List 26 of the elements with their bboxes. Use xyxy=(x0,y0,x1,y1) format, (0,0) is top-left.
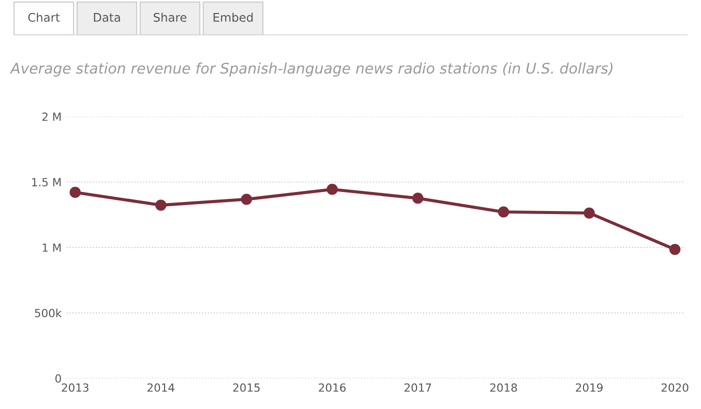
x-tick-label: 2018 xyxy=(490,383,517,392)
point xyxy=(155,200,166,211)
x-tick-label: 2015 xyxy=(233,383,260,392)
point xyxy=(412,192,424,204)
x-tick-label: 2016 xyxy=(318,383,346,392)
point xyxy=(498,206,510,218)
y-tick-label: 0 xyxy=(55,374,61,383)
y-tick-label: 500k xyxy=(34,308,62,318)
text: Embed xyxy=(214,12,253,22)
y-tick-label: 2 M xyxy=(42,112,61,121)
x-tick-label: 2020 xyxy=(662,383,688,392)
point xyxy=(326,184,338,195)
text: Chart xyxy=(28,12,60,22)
point xyxy=(584,207,595,219)
text: Data xyxy=(94,13,120,22)
x-tick-label: 2019 xyxy=(576,383,603,392)
text: Share xyxy=(154,12,186,22)
x-tick-label: 2017 xyxy=(404,383,432,392)
x-tick-label: 2014 xyxy=(148,383,174,392)
point xyxy=(240,194,252,205)
point xyxy=(70,186,81,198)
x-tick-label: 2013 xyxy=(62,383,88,392)
point xyxy=(669,244,680,255)
chart-title: Average station revenue for Spanish-language news radio stations (in U.S. dollars) xyxy=(10,62,613,77)
y-tick-label: 1 M xyxy=(42,244,61,252)
y-tick-label: 1.5 M xyxy=(32,178,61,186)
